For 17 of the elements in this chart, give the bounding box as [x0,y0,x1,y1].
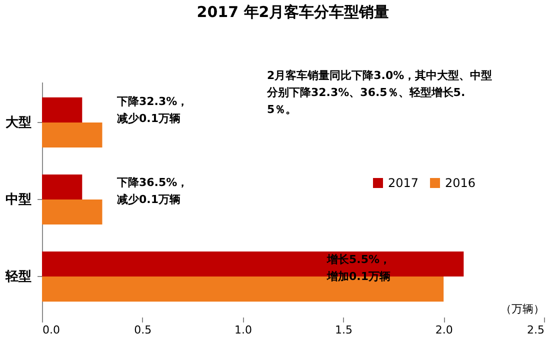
x-tick-label: 1.5 [334,324,352,336]
y-tick-label: 轻型 [4,270,32,285]
y-tick-label: 大型 [6,115,32,130]
x-tick-label: 1.0 [234,324,252,336]
legend-label: 2016 [445,176,476,190]
y-tick-label: 中型 [6,192,32,208]
annotation: 增长5.5%，增加0.1万辆 [326,253,391,283]
legend-label: 2017 [388,176,419,190]
x-axis-title: （万辆） [500,302,544,316]
chart-title: 2017 年2月客车分车型销量 [196,3,390,21]
annotation: 2月客车销量同比下降3.0%，其中大型、中型分别下降32.3%、36.5％、轻型增长5.5％。 [266,69,492,116]
x-tick-label: 2.5 [527,324,544,336]
annotation: 下降36.5%，减少0.1万辆 [116,176,188,206]
x-tick-label: 0.5 [134,324,152,336]
annotation: 下降32.3%，减少0.1万辆 [116,95,188,125]
x-tick-label: 2.0 [435,324,453,336]
x-tick-label: 0.0 [42,324,60,336]
